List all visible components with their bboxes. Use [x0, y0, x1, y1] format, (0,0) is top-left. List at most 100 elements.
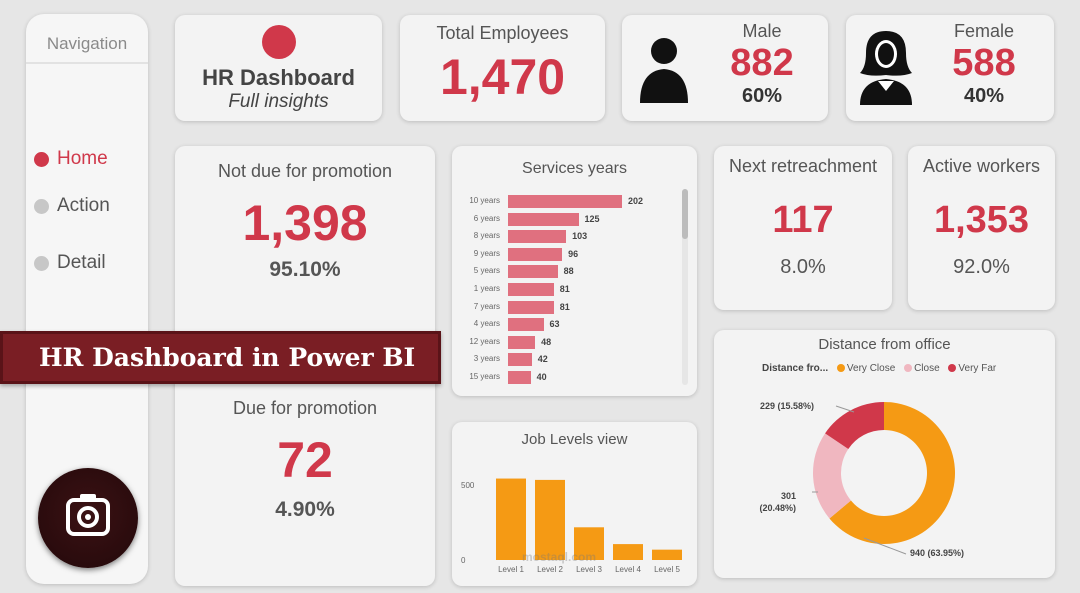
distance-title: Distance from office — [818, 336, 951, 353]
active-workers-value: 1,353 — [933, 199, 1030, 241]
male-pct: 60% — [741, 85, 783, 107]
banner-text: HR Dashboard in Power BI — [39, 343, 416, 372]
scrollbar-thumb[interactable] — [682, 189, 688, 239]
bar-value-label: 103 — [572, 231, 588, 242]
job-level-bar[interactable] — [496, 478, 526, 560]
distance-legend: Distance fro... Very Close Close Very Fa… — [762, 363, 996, 374]
male-label: Male — [742, 21, 782, 41]
services-years-title: Services years — [522, 160, 627, 177]
due-promotion-label: Due for promotion — [232, 398, 378, 418]
legend-dot-icon — [904, 364, 913, 373]
bar-value-label: 81 — [559, 301, 570, 312]
bar-value-label: 96 — [568, 248, 579, 259]
legend-item-very-close[interactable]: Very Close — [846, 363, 896, 374]
job-levels-chart: 500 0 Level 1 Level 2 Level 3 Level 4 Level 5 — [461, 478, 682, 574]
bar-category-label: 9 years — [473, 248, 500, 258]
bar[interactable] — [508, 212, 579, 226]
bar-row[interactable]: 10 years 202 — [452, 195, 682, 208]
nav-item-action[interactable]: Action — [34, 195, 110, 217]
donut-slice[interactable] — [825, 402, 884, 450]
y-tick-label: 500 — [461, 481, 475, 490]
active-workers-label: Active workers — [922, 156, 1041, 176]
distance-card: Distance from office Distance fro... Ver… — [714, 330, 1055, 578]
bar-row[interactable]: 15 years 40 — [452, 371, 682, 384]
x-tick-label: Level 4 — [615, 565, 641, 574]
job-level-bar[interactable] — [574, 527, 604, 560]
bar-category-label: 4 years — [473, 319, 500, 329]
not-due-promotion-value: 1,398 — [242, 195, 368, 251]
bar[interactable] — [508, 283, 554, 296]
bar[interactable] — [508, 265, 558, 279]
navigation-title: Navigation — [46, 34, 128, 53]
camera-search-icon — [66, 494, 110, 536]
bar[interactable] — [508, 230, 567, 244]
bar-value-label: 81 — [559, 284, 570, 294]
bar[interactable] — [508, 300, 554, 314]
bar-row[interactable]: 7 years 81 — [452, 300, 682, 314]
chart-scrollbar[interactable] — [682, 189, 688, 385]
navigation-divider — [26, 62, 148, 64]
bar-row[interactable]: 12 years 48 — [452, 335, 682, 349]
bar-row[interactable]: 6 years 125 — [452, 212, 682, 226]
x-tick-label: Level 3 — [576, 565, 602, 574]
female-label: Female — [953, 21, 1015, 41]
nav-item-label: Home — [57, 148, 108, 169]
slice-value-label: 940 (63.95%) — [910, 548, 964, 558]
slice-value-label: (20.48%) — [759, 503, 796, 513]
job-level-bar[interactable] — [535, 479, 565, 560]
bar[interactable] — [508, 335, 536, 349]
dashboard-subtitle: Full insights — [228, 91, 329, 112]
job-level-bar[interactable] — [652, 549, 682, 560]
due-promotion-value: 72 — [277, 432, 333, 488]
job-level-bar[interactable] — [613, 544, 643, 560]
donut-slice[interactable] — [829, 402, 955, 544]
total-employees-card: Total Employees 1,470 — [400, 15, 605, 121]
bar[interactable] — [508, 247, 563, 261]
not-due-promotion-pct: 95.10% — [269, 258, 341, 281]
leader-line — [835, 405, 855, 413]
next-retreachment-pct: 8.0% — [780, 256, 826, 278]
nav-item-label: Action — [57, 195, 110, 216]
bar-row[interactable]: 1 years 81 — [452, 283, 682, 296]
bar[interactable] — [508, 353, 532, 367]
nav-item-label: Detail — [57, 252, 106, 273]
bar-category-label: 3 years — [473, 354, 500, 364]
bar[interactable] — [508, 318, 544, 332]
bar-row[interactable]: 9 years 96 — [452, 247, 682, 261]
not-due-promotion-label: Not due for promotion — [217, 161, 393, 181]
male-value: 882 — [730, 42, 794, 84]
legend-item-very-far[interactable]: Very Far — [958, 363, 997, 374]
next-retreachment-value: 117 — [772, 199, 834, 241]
logo-dot-icon — [261, 25, 296, 59]
bar-value-label: 88 — [563, 266, 574, 277]
dashboard-header-card: HR Dashboard Full insights — [175, 15, 382, 121]
bar-category-label: 5 years — [473, 266, 500, 276]
bar-row[interactable]: 5 years 88 — [452, 265, 682, 279]
bar-category-label: 7 years — [473, 301, 500, 311]
total-employees-value: 1,470 — [439, 49, 566, 105]
total-employees-label: Total Employees — [436, 23, 569, 43]
services-years-card: Services years 10 years 202 6 years 125 8 ye… — [452, 146, 697, 396]
nav-item-home[interactable]: Home — [34, 148, 108, 170]
nav-item-detail[interactable]: Detail — [34, 252, 106, 274]
donut-slice[interactable] — [813, 433, 851, 519]
due-promotion-pct: 4.90% — [275, 498, 335, 521]
active-workers-pct: 92.0% — [953, 256, 1010, 278]
job-levels-card: Job Levels view 500 0 Level 1 Level 2 Level … — [452, 422, 697, 586]
male-card: Male 882 60% — [622, 15, 828, 121]
bar[interactable] — [508, 371, 531, 384]
slice-value-label: 229 (15.58%) — [760, 401, 814, 411]
x-tick-label: Level 2 — [537, 565, 563, 574]
bar-row[interactable]: 4 years 63 — [452, 318, 682, 332]
bar[interactable] — [508, 195, 622, 208]
bar-row[interactable]: 8 years 103 — [452, 230, 682, 244]
services-years-chart: 10 years 202 6 years 125 8 years 103 9 years 96… — [452, 195, 682, 385]
legend-item-close[interactable]: Close — [914, 363, 940, 374]
bar-category-label: 12 years — [469, 336, 500, 346]
title-banner: HR Dashboard in Power BI — [0, 331, 441, 384]
bar-value-label: 202 — [628, 196, 644, 206]
lens-button[interactable] — [38, 468, 138, 568]
bar-row[interactable]: 3 years 42 — [452, 353, 682, 367]
y-tick-label: 0 — [461, 556, 466, 565]
leader-line — [863, 537, 907, 555]
